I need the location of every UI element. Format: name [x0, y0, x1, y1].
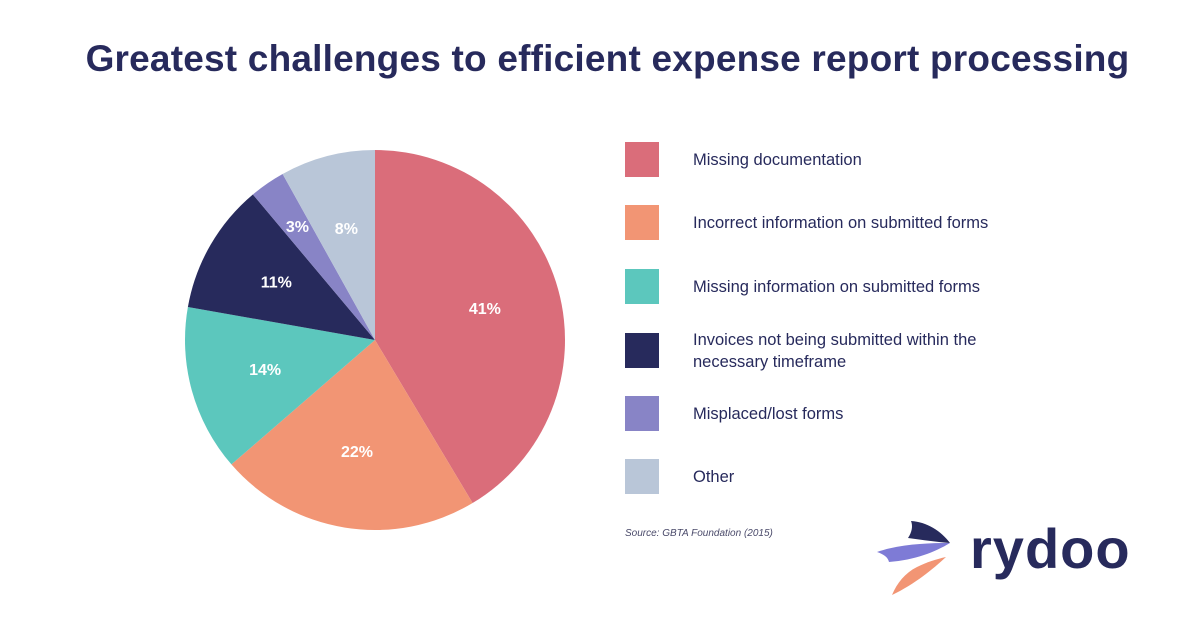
slice-value-label: 3% — [286, 219, 309, 236]
legend-swatch — [625, 142, 659, 177]
legend-label: Other — [693, 468, 735, 486]
source-note: Source: GBTA Foundation (2015) — [625, 528, 773, 539]
pie-slice — [185, 307, 375, 465]
slice-value-label: 14% — [249, 362, 281, 379]
pie-chart-svg: 41% 22% 14% 11% 3% 8% — [185, 150, 566, 531]
brand-logo: rydoo — [875, 515, 1145, 600]
logo-middle-wing — [877, 543, 950, 562]
brand-name: rydoo — [970, 517, 1131, 580]
legend-item: Incorrect information on submitted forms — [625, 205, 1085, 241]
legend-label: Invoices not being submitted within the … — [693, 331, 977, 371]
legend-item: Missing documentation — [625, 142, 1085, 178]
legend-swatch — [625, 459, 659, 494]
legend-swatch — [625, 269, 659, 304]
legend-item: Missing information on submitted forms — [625, 269, 1085, 305]
legend-item: Invoices not being submitted within the … — [625, 331, 1085, 371]
pie-slice — [231, 340, 473, 531]
logo-top-wing — [908, 521, 950, 543]
slice-value-label: 8% — [335, 221, 358, 238]
legend-swatch — [625, 205, 659, 240]
legend-label: Misplaced/lost forms — [693, 405, 844, 423]
rydoo-bird-logo-icon — [877, 521, 950, 595]
slice-value-label: 41% — [469, 301, 501, 318]
pie-slice — [187, 194, 375, 340]
slice-value-label: 11% — [261, 275, 292, 292]
legend-item: Other — [625, 459, 1085, 495]
pie-slice — [282, 150, 375, 340]
legend-swatch — [625, 396, 659, 431]
slice-value-label: 22% — [341, 444, 373, 461]
legend-label: Incorrect information on submitted forms — [693, 214, 989, 232]
legend-label: Missing documentation — [693, 151, 862, 169]
chart-title: Greatest challenges to efficient expense… — [85, 38, 1130, 79]
logo-bottom-wing — [892, 557, 946, 595]
pie-chart: 41% 22% 14% 11% 3% 8% — [180, 145, 570, 535]
legend-swatch — [625, 333, 659, 368]
legend-item: Misplaced/lost forms — [625, 396, 1085, 432]
legend-label: Missing information on submitted forms — [693, 278, 981, 296]
pie-slice — [252, 173, 375, 340]
pie-slice — [375, 150, 566, 504]
